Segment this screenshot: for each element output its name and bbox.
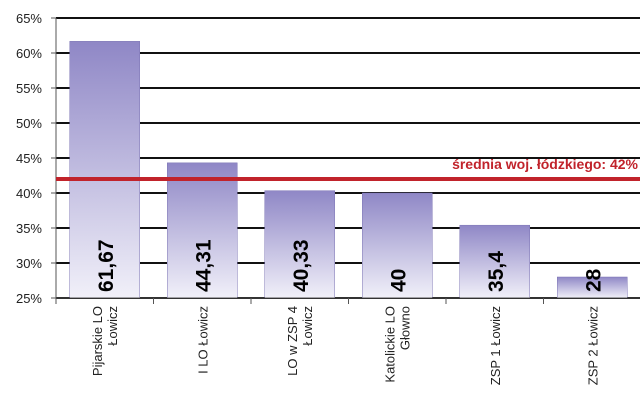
x-tick-label: Katolickie LOGłowno	[382, 306, 412, 383]
x-tick-label-line: Łowicz	[105, 306, 120, 346]
x-tick-label-line: LO w ZSP 4	[285, 306, 300, 376]
y-tick-label: 40%	[16, 186, 42, 201]
x-tick-label-line: ZSP 2 Łowicz	[585, 306, 600, 385]
value-label: 44,31	[192, 239, 215, 292]
x-tick-label: I LO Łowicz	[195, 306, 210, 374]
average-label: średnia woj. łódzkiego: 42%	[452, 156, 638, 172]
value-label: 40	[387, 269, 410, 292]
y-tick-label: 60%	[16, 46, 42, 61]
x-tick-label: LO w ZSP 4Łowicz	[285, 306, 315, 376]
value-label: 61,67	[95, 239, 118, 292]
value-label: 40,33	[290, 239, 313, 292]
bar	[362, 192, 433, 299]
x-tick-label: Pijarskie LOŁowicz	[90, 306, 120, 376]
x-tick-label-line: I LO Łowicz	[195, 306, 210, 374]
x-tick-label-line: ZSP 1 Łowicz	[488, 306, 503, 385]
bar	[264, 190, 335, 299]
y-tick-label: 50%	[16, 116, 42, 131]
x-tick-label-line: Łowicz	[300, 306, 315, 346]
value-label: 28	[582, 268, 605, 292]
y-tick-label: 45%	[16, 151, 42, 166]
x-tick-label-line: Głowno	[397, 306, 412, 350]
x-tick-label: ZSP 1 Łowicz	[488, 306, 503, 385]
y-tick-label: 30%	[16, 256, 42, 271]
bar	[167, 162, 238, 299]
bar	[459, 224, 530, 299]
y-tick-label: 35%	[16, 221, 42, 236]
x-tick-label-line: Pijarskie LO	[90, 306, 105, 376]
y-tick-label: 25%	[16, 291, 42, 306]
x-tick-label-line: Katolickie LO	[382, 306, 397, 383]
y-tick-label: 65%	[16, 11, 42, 26]
value-label: 35,4	[485, 251, 508, 292]
bar	[69, 41, 140, 299]
y-tick-label: 55%	[16, 81, 42, 96]
x-tick-label: ZSP 2 Łowicz	[585, 306, 600, 385]
